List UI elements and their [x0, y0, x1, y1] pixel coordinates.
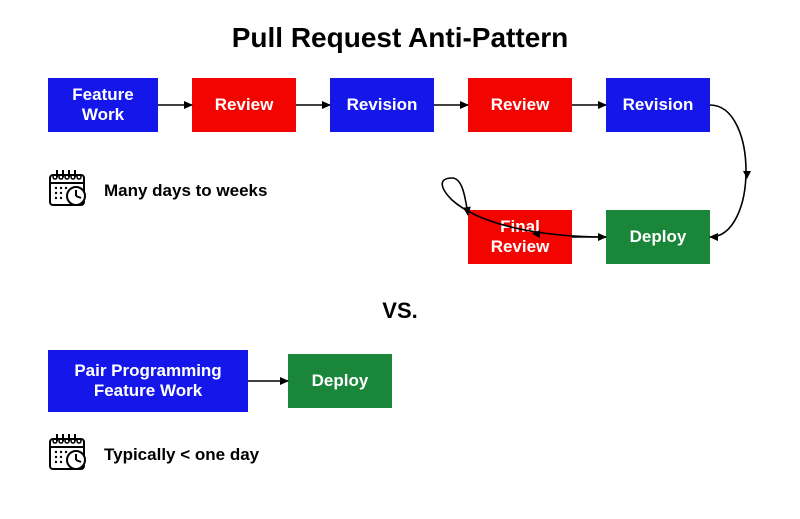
box-final-review: FinalReview: [468, 210, 572, 264]
caption-top: Many days to weeks: [48, 168, 267, 213]
box-label: Revision: [347, 95, 418, 115]
vs-label: VS.: [0, 298, 800, 324]
calendar-clock-icon: [48, 168, 92, 213]
box-revision-1: Revision: [330, 78, 434, 132]
caption-text: Typically < one day: [104, 445, 259, 465]
box-label: FinalReview: [491, 217, 550, 256]
box-deploy-1: Deploy: [606, 210, 710, 264]
box-label: Deploy: [312, 371, 369, 391]
box-review-1: Review: [192, 78, 296, 132]
diagram-title: Pull Request Anti-Pattern: [0, 22, 800, 54]
box-label: Review: [491, 95, 550, 115]
box-deploy-2: Deploy: [288, 354, 392, 408]
box-feature-work: FeatureWork: [48, 78, 158, 132]
caption-bottom: Typically < one day: [48, 432, 259, 477]
box-label: Deploy: [630, 227, 687, 247]
box-label: FeatureWork: [72, 85, 133, 124]
box-review-2: Review: [468, 78, 572, 132]
caption-text: Many days to weeks: [104, 181, 267, 201]
box-label: Revision: [623, 95, 694, 115]
calendar-clock-icon: [48, 432, 92, 477]
box-revision-2: Revision: [606, 78, 710, 132]
box-label: Review: [215, 95, 274, 115]
box-pair-programming: Pair ProgrammingFeature Work: [48, 350, 248, 412]
box-label: Pair ProgrammingFeature Work: [74, 361, 221, 400]
